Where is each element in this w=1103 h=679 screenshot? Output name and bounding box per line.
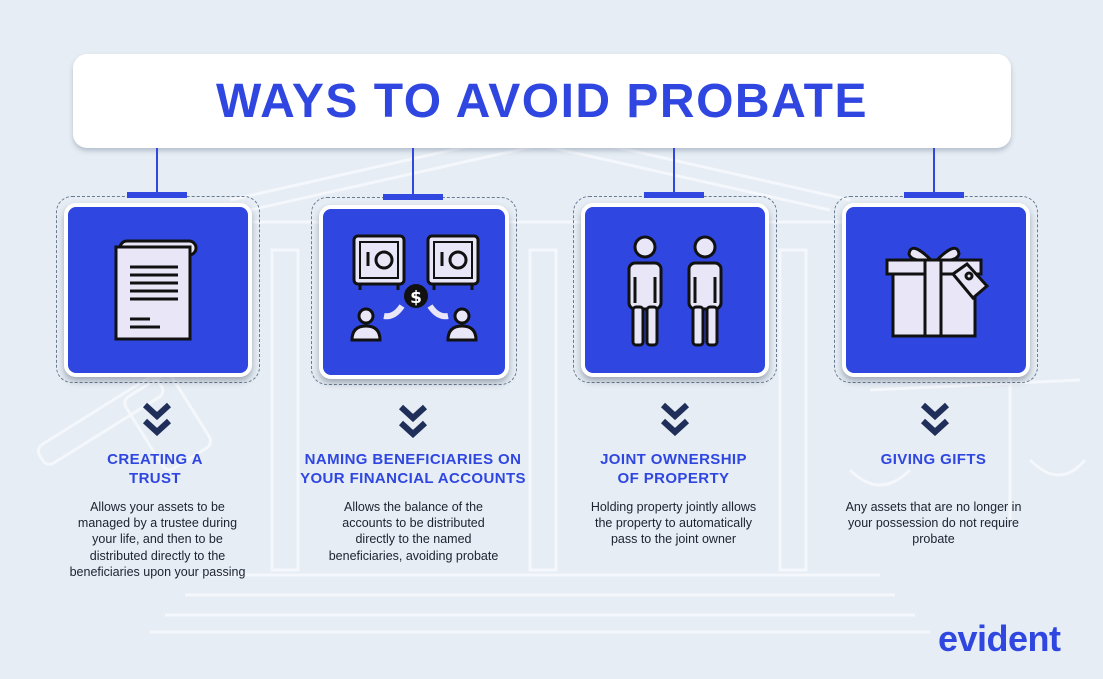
card-creating-trust [64, 203, 252, 377]
description-line: managed by a trustee during [77, 516, 238, 531]
card-cap [904, 192, 964, 198]
connector-line [933, 148, 935, 194]
heading-line: CREATING A [107, 451, 203, 468]
item-description: Holding property jointly allows the prop… [566, 499, 781, 548]
card-giving-gifts [842, 203, 1030, 377]
chevron-down-icon [660, 402, 690, 436]
safes-money-transfer-icon: $ [350, 234, 480, 342]
chevron-down-icon [398, 404, 428, 438]
description-line: accounts to be distributed [342, 516, 485, 531]
description-line: Holding property jointly allows [590, 500, 757, 514]
description-line: probate [912, 532, 955, 547]
connector-line [156, 148, 158, 194]
heading-line: NAMING BENEFICIARIES ON [304, 451, 522, 468]
description-line: your possession do not require [848, 516, 1019, 531]
item-description: Any assets that are no longer in your po… [826, 499, 1041, 548]
description-line: your life, and then to be [92, 532, 223, 547]
chevron-down-icon [142, 402, 172, 436]
item-heading: CREATING A TRUST [60, 450, 250, 488]
heading-line: TRUST [129, 470, 181, 487]
card-naming-beneficiaries: $ [319, 205, 509, 379]
heading-line: YOUR FINANCIAL ACCOUNTS [300, 470, 526, 487]
connector-line [673, 148, 675, 194]
brand-logo: evident [938, 618, 1061, 659]
item-description: Allows your assets to be managed by a tr… [50, 499, 265, 580]
description-line: beneficiaries, avoiding probate [328, 548, 499, 563]
card-cap [644, 192, 704, 198]
description-line: Allows your assets to be [90, 500, 225, 514]
heading-line: JOINT OWNERSHIP [600, 451, 747, 468]
card-cap [383, 194, 443, 200]
document-scroll-icon [114, 239, 198, 341]
connector-line [412, 148, 414, 196]
svg-text:$: $ [410, 288, 422, 308]
gift-box-icon [885, 246, 990, 337]
description-line: Allows the balance of the [344, 500, 483, 514]
item-description: Allows the balance of the accounts to be… [306, 499, 521, 564]
page-title: WAYS TO AVOID PROBATE [215, 74, 869, 128]
description-line: the property to automatically [594, 516, 753, 531]
heading-line: OF PROPERTY [617, 470, 730, 487]
item-heading: JOINT OWNERSHIP OF PROPERTY [576, 450, 771, 488]
item-heading: GIVING GIFTS [836, 450, 1031, 469]
description-line: pass to the joint owner [610, 532, 737, 547]
description-line: directly to the named [355, 532, 472, 547]
description-line: beneficiaries upon your passing [69, 564, 246, 579]
card-cap [127, 192, 187, 198]
description-line: distributed directly to the [89, 548, 226, 563]
chevron-down-icon [920, 402, 950, 436]
item-heading: NAMING BENEFICIARIES ON YOUR FINANCIAL A… [284, 450, 542, 488]
card-joint-ownership [581, 203, 769, 377]
title-banner: WAYS TO AVOID PROBATE [73, 54, 1011, 148]
description-line: Any assets that are no longer in [845, 500, 1022, 514]
two-people-icon [627, 235, 723, 346]
heading-line: GIVING GIFTS [880, 451, 987, 468]
